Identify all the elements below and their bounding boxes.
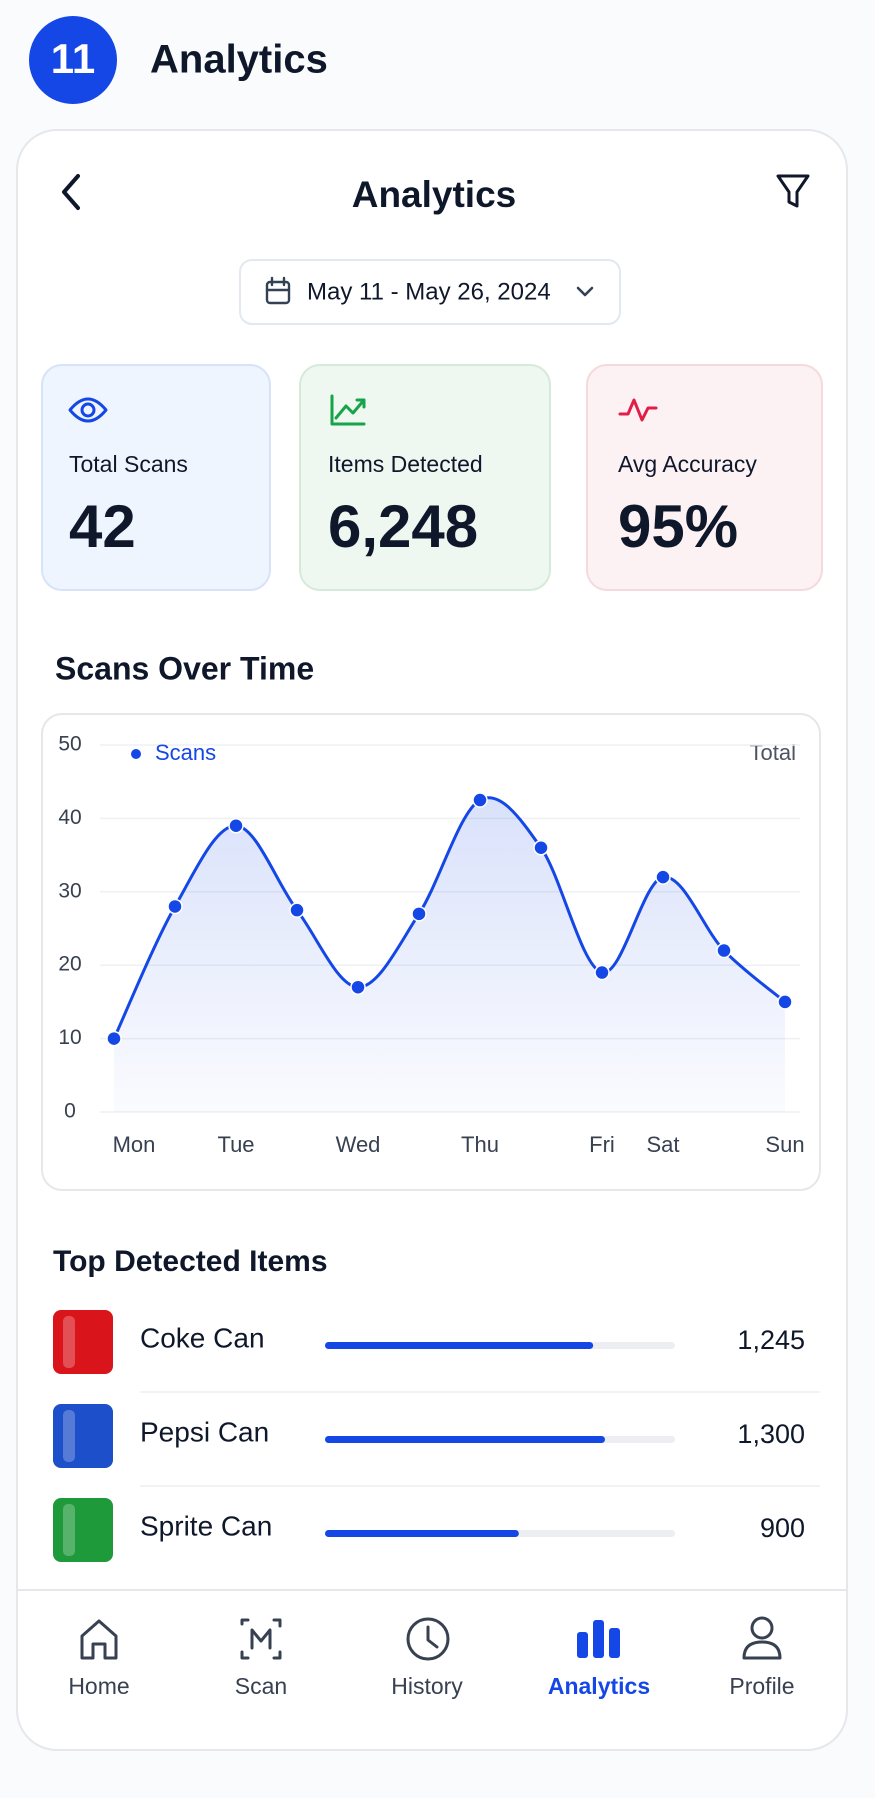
point — [594, 964, 610, 981]
filter-button[interactable] — [776, 174, 810, 208]
legend-dot — [131, 749, 141, 759]
x-tick-label: Fri — [589, 1132, 615, 1157]
date-picker[interactable] — [239, 259, 621, 325]
item-name: Sprite Can — [140, 1510, 272, 1541]
stat-label: Avg Accuracy — [618, 451, 757, 477]
point — [411, 906, 427, 922]
stat-label: Total Scans — [69, 451, 188, 477]
stat-label: Items Detected — [328, 451, 483, 477]
x-tick-label: Sat — [646, 1132, 679, 1157]
item-name: Coke Can — [140, 1322, 265, 1353]
point — [350, 979, 366, 995]
point — [655, 869, 671, 885]
point — [228, 817, 244, 834]
stat-value: 6,248 — [328, 493, 478, 560]
chart-note: Total — [750, 740, 796, 765]
bar — [325, 1342, 594, 1349]
item-icon — [53, 1310, 113, 1374]
x-tick-label: Wed — [336, 1132, 381, 1157]
x-tick-label: Mon — [113, 1132, 156, 1157]
home-icon[interactable] — [80, 1619, 118, 1660]
top-items: Coke Can 1,245 Pepsi Can 1,300 Sprite Can 900 — [53, 1310, 820, 1562]
nav-label[interactable]: Analytics — [548, 1673, 650, 1699]
x-tick-label: Sun — [765, 1132, 804, 1157]
eye-icon — [68, 397, 108, 423]
y-tick-label: 30 — [58, 879, 81, 902]
y-tick-label: 20 — [58, 953, 81, 976]
stat-value: 95% — [618, 493, 738, 560]
history-icon[interactable] — [406, 1617, 450, 1661]
badge — [29, 16, 117, 104]
stat-card — [41, 364, 271, 591]
bar — [325, 1436, 605, 1443]
nav-label[interactable]: Scan — [235, 1673, 287, 1699]
y-tick-label: 0 — [64, 1100, 76, 1123]
analytics-icon[interactable] — [577, 1620, 620, 1658]
stat-card — [299, 364, 551, 591]
item-value: 1,300 — [737, 1419, 805, 1449]
item-name: Pepsi Can — [140, 1416, 269, 1447]
pulse-icon — [618, 398, 658, 422]
point — [716, 942, 732, 959]
stat-card — [586, 364, 823, 591]
nav-label[interactable]: Home — [68, 1673, 129, 1699]
y-tick-label: 50 — [58, 733, 81, 756]
item-value: 900 — [760, 1513, 805, 1543]
trend-icon — [330, 394, 366, 426]
point — [533, 840, 549, 856]
badge-number: 11 — [51, 35, 95, 82]
chart: 0 10 20 30 40 50 Mon Tue Wed Thu Fri Sat Sun Scans — [58, 733, 804, 1157]
area — [114, 797, 785, 1112]
y-tick-label: 10 — [58, 1026, 81, 1049]
nav-label[interactable]: History — [391, 1673, 463, 1699]
x-tick-label: Tue — [217, 1132, 254, 1157]
point — [167, 898, 183, 915]
bar — [325, 1530, 519, 1537]
y-tick-label: 40 — [58, 806, 81, 829]
nav-label[interactable]: Profile — [729, 1673, 794, 1699]
screen-title: Analytics — [352, 174, 517, 215]
bottom-nav: Home Scan History Analytics Profile — [68, 1616, 795, 1699]
point — [289, 902, 305, 918]
chart-title: Scans Over Time — [55, 650, 314, 686]
stat-value: 42 — [69, 493, 136, 560]
section-title: Top Detected Items — [53, 1245, 328, 1278]
item-value: 1,245 — [737, 1325, 805, 1355]
calendar-icon — [265, 276, 291, 305]
item-icon-shine — [63, 1504, 75, 1556]
item-icon — [53, 1404, 113, 1468]
date-range: May 11 - May 26, 2024 — [307, 278, 551, 305]
point — [106, 1030, 122, 1047]
date-chevron — [576, 286, 594, 297]
scan-icon[interactable] — [240, 1618, 282, 1660]
profile-icon[interactable] — [742, 1616, 782, 1660]
header-title: Analytics — [150, 38, 328, 82]
legend-label: Scans — [155, 740, 216, 765]
point — [777, 994, 793, 1010]
point — [472, 792, 488, 808]
item-icon-shine — [63, 1410, 75, 1462]
item-icon — [53, 1498, 113, 1562]
x-tick-label: Thu — [461, 1132, 499, 1157]
back-button[interactable] — [62, 174, 80, 210]
item-icon-shine — [63, 1316, 75, 1368]
